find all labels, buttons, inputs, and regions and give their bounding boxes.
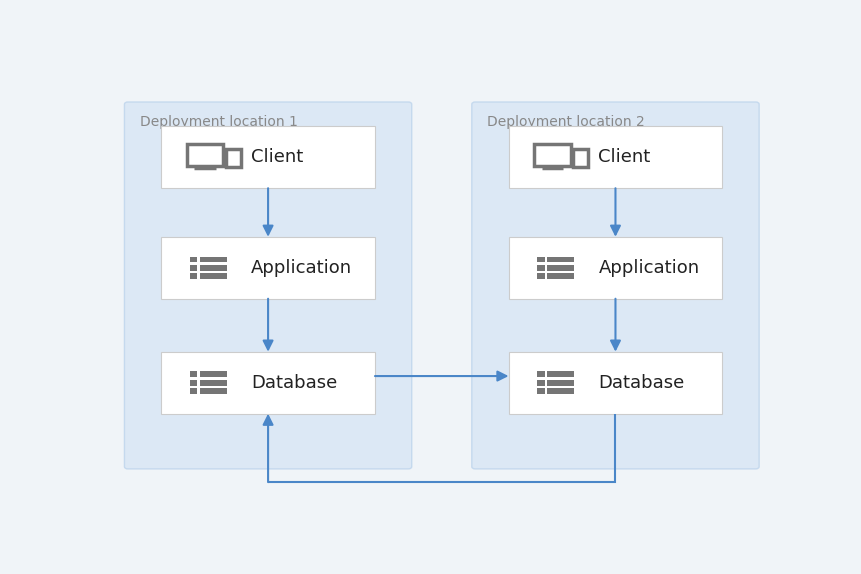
Text: Deployment location 2: Deployment location 2 [486, 115, 644, 129]
Bar [508, 126, 722, 188]
FancyBboxPatch shape [189, 380, 197, 386]
Bar [161, 237, 375, 298]
FancyBboxPatch shape [124, 102, 412, 469]
FancyBboxPatch shape [547, 257, 573, 262]
Text: Client: Client [598, 148, 650, 166]
FancyBboxPatch shape [471, 102, 759, 469]
FancyBboxPatch shape [536, 257, 544, 262]
FancyBboxPatch shape [547, 388, 573, 394]
Bar [161, 126, 375, 188]
FancyBboxPatch shape [547, 265, 573, 271]
FancyBboxPatch shape [189, 257, 197, 262]
Bar [508, 352, 722, 414]
Text: Database: Database [251, 374, 337, 391]
Text: Deployment location 1: Deployment location 1 [139, 115, 297, 129]
Bar [161, 352, 375, 414]
FancyBboxPatch shape [189, 273, 197, 279]
Text: Application: Application [598, 259, 698, 277]
FancyBboxPatch shape [200, 257, 226, 262]
Text: Application: Application [251, 259, 351, 277]
FancyBboxPatch shape [536, 388, 544, 394]
FancyBboxPatch shape [547, 273, 573, 279]
FancyBboxPatch shape [200, 388, 226, 394]
FancyBboxPatch shape [547, 380, 573, 386]
FancyBboxPatch shape [200, 380, 226, 386]
FancyBboxPatch shape [536, 380, 544, 386]
Bar [508, 237, 722, 298]
FancyBboxPatch shape [200, 265, 226, 271]
FancyBboxPatch shape [189, 371, 197, 377]
FancyBboxPatch shape [200, 273, 226, 279]
FancyBboxPatch shape [536, 371, 544, 377]
FancyBboxPatch shape [189, 388, 197, 394]
FancyBboxPatch shape [547, 371, 573, 377]
FancyBboxPatch shape [200, 371, 226, 377]
FancyBboxPatch shape [536, 265, 544, 271]
Text: Database: Database [598, 374, 684, 391]
FancyBboxPatch shape [536, 273, 544, 279]
Text: Client: Client [251, 148, 303, 166]
FancyBboxPatch shape [189, 265, 197, 271]
